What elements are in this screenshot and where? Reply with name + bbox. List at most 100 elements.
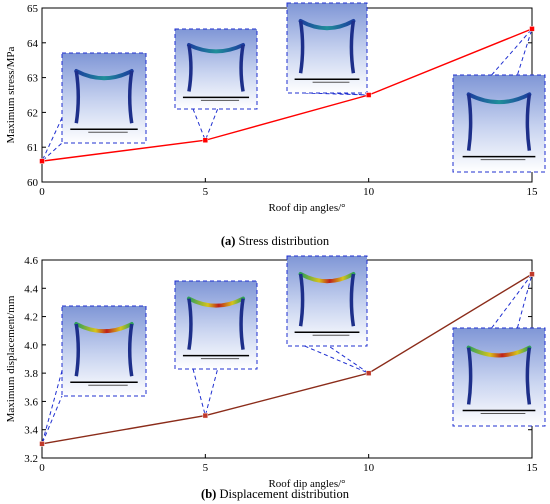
inset-0	[41, 305, 147, 445]
frame-beam	[466, 345, 532, 358]
frame-beam	[74, 69, 134, 81]
y-tick-label-4: 64	[27, 38, 39, 50]
callout-line	[41, 370, 63, 445]
y-tick-label-3: 3.8	[24, 368, 38, 380]
inset-0	[41, 52, 147, 162]
frame-beam	[186, 296, 246, 308]
inset-border	[61, 52, 147, 144]
inset-background	[175, 29, 257, 109]
inset-1	[174, 28, 258, 142]
inset-2	[286, 2, 369, 96]
frame-right-column	[239, 298, 245, 350]
frame-left-column	[298, 20, 305, 74]
y-tick-label-5: 4.2	[24, 312, 38, 324]
y-tick-label-0: 60	[27, 177, 39, 189]
callout-line	[491, 273, 533, 329]
frame-left-column	[74, 323, 81, 377]
frame-beam	[186, 43, 246, 54]
inset-background	[62, 53, 146, 143]
data-point-0	[39, 158, 45, 164]
inset-background	[453, 328, 545, 426]
frame-right-column	[127, 323, 134, 377]
frame-right-column	[525, 94, 532, 151]
frame-right-column	[349, 273, 356, 327]
inset-border	[286, 2, 368, 94]
y-tick-label-2: 3.6	[24, 396, 38, 408]
inset-background	[453, 75, 545, 172]
frame-beam	[298, 272, 356, 284]
inset-border	[61, 305, 147, 397]
frame-right-column	[349, 20, 356, 74]
callout-line	[192, 108, 219, 142]
frame-left-column	[298, 273, 305, 327]
x-tick-label-1: 5	[203, 186, 209, 198]
frame-left-column	[187, 298, 193, 350]
inset-3	[452, 273, 546, 427]
x-tick-label-2: 10	[363, 186, 375, 198]
frame-right-column	[525, 347, 532, 405]
data-point-3	[529, 26, 535, 32]
inset-3	[452, 28, 546, 173]
caption-a-text: Stress distribution	[235, 234, 330, 248]
frame-left-column	[466, 94, 473, 151]
y-tick-label-2: 62	[27, 107, 38, 119]
inset-border	[452, 74, 546, 173]
x-tick-label-2: 10	[363, 462, 375, 474]
y-tick-label-1: 61	[27, 142, 38, 154]
x-tick-label-0: 0	[39, 462, 45, 474]
callout-line	[41, 117, 63, 162]
frame-beam	[74, 322, 134, 334]
inset-1	[174, 280, 258, 418]
series-line	[41, 28, 533, 162]
frame-beam	[298, 19, 356, 31]
inset-background	[287, 256, 367, 346]
data-point-0	[39, 441, 45, 447]
caption-b: (b) Displacement distribution	[201, 487, 350, 501]
inset-border	[174, 280, 258, 370]
chart-panel-b: 3.2 3.4 3.6 3.8 4.0 4.2 4.4 4.6 0 5 10 15 Roof dip a…	[5, 255, 546, 490]
y-axis-label: Maximum stress/MPa	[5, 46, 17, 143]
x-axis-label: Roof dip angles/°	[268, 202, 345, 214]
chart-panel-a: 60 61 62 63 64 65 0 5 10 15 Roof dip angles/° Maxim…	[5, 2, 546, 214]
callout-line	[192, 368, 219, 418]
series-line	[41, 273, 533, 445]
x-axis-label: Roof dip angles/°	[268, 478, 345, 490]
data-point-2	[365, 370, 372, 376]
inset-border	[286, 255, 368, 347]
inset-background	[175, 281, 257, 369]
y-tick-label-1: 3.4	[24, 425, 38, 437]
frame-right-column	[127, 70, 134, 124]
data-point-3	[529, 271, 535, 277]
y-tick-label-5: 65	[27, 3, 39, 15]
caption-b-label: (b)	[201, 487, 216, 501]
x-tick-label-3: 15	[527, 186, 539, 198]
inset-border	[452, 327, 546, 427]
callout-line	[304, 345, 369, 374]
x-tick-label-0: 0	[39, 186, 45, 198]
frame-left-column	[187, 44, 193, 92]
caption-a: (a) Stress distribution	[221, 234, 330, 248]
data-point-2	[365, 92, 372, 98]
frame-beam	[466, 92, 532, 105]
inset-background	[62, 306, 146, 396]
y-tick-label-3: 63	[27, 73, 39, 85]
y-tick-label-4: 4.0	[24, 340, 38, 352]
inset-background	[287, 3, 367, 93]
x-tick-label-3: 15	[527, 462, 539, 474]
y-tick-label-6: 4.4	[24, 283, 38, 295]
caption-b-text: Displacement distribution	[216, 487, 349, 501]
frame-left-column	[74, 70, 81, 124]
y-tick-label-0: 3.2	[24, 453, 38, 465]
inset-border	[174, 28, 258, 110]
callout-line	[491, 28, 533, 76]
caption-a-label: (a)	[221, 234, 236, 248]
data-point-1	[202, 412, 209, 419]
inset-2	[286, 255, 369, 374]
y-axis-label: Maximum displacement/mm	[5, 295, 17, 422]
frame-left-column	[466, 347, 473, 405]
frame-right-column	[239, 44, 245, 92]
data-point-1	[202, 137, 209, 143]
x-tick-label-1: 5	[203, 462, 209, 474]
y-tick-label-7: 4.6	[24, 255, 38, 267]
